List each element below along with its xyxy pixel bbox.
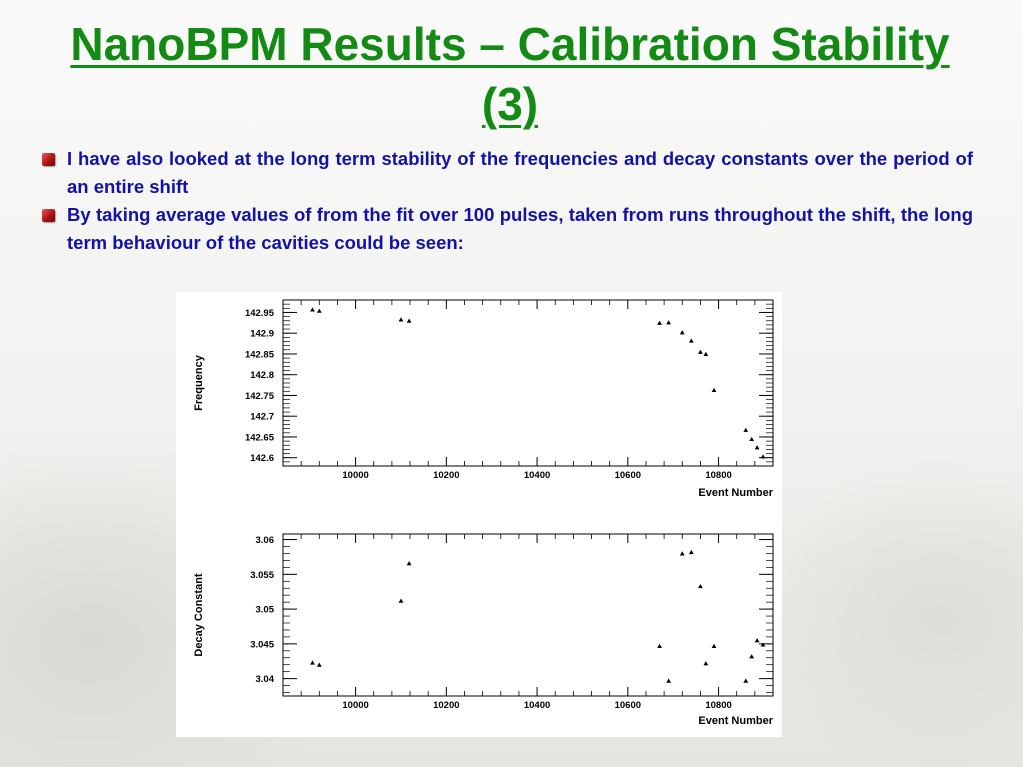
data-point [316,662,322,667]
plot-panel: 10000 10200 10400 10600 10800 142.6 142.65 142.… [176,292,782,737]
data-point [711,387,717,393]
data-point [679,551,685,556]
y-tick-label: 142.85 [245,349,275,360]
data-point [698,583,703,589]
y-tick-label: 142.6 [250,453,274,464]
frequency-plot: 10000 10200 10400 10600 10800 142.6 142.65 142.… [193,299,774,499]
y-tick-label: 142.95 [245,308,275,319]
data-point [754,445,760,450]
data-point [666,320,672,325]
y-tick-label: 142.75 [245,391,275,402]
y-tick-label: 3.06 [256,535,275,546]
x-tick-label: 10600 [615,700,641,711]
y-tick-label: 142.65 [245,432,275,443]
data-point [703,351,709,356]
frequency-y-axis-title: Frequency [193,354,205,411]
bullet-text: By taking average values of from the fit… [67,204,973,253]
data-point [749,436,755,442]
y-tick-label: 142.8 [250,370,274,381]
y-tick-label: 3.04 [256,674,275,685]
x-tick-label: 10800 [705,470,731,481]
frequency-x-axis-title: Event Number [698,487,773,499]
y-tick-label: 3.055 [250,570,274,581]
data-point [666,678,672,683]
x-tick-label: 10000 [342,470,368,481]
bullet-item: By taking average values of from the fit… [40,201,973,257]
data-point [688,338,694,343]
data-point [679,330,685,335]
data-point [743,678,749,683]
bullet-item: I have also looked at the long term stab… [40,145,973,201]
data-point [711,643,717,648]
decay-constant-plot-frame [282,533,774,697]
data-point [760,642,766,647]
data-point [749,654,755,659]
data-point [406,318,412,323]
data-point [406,561,412,566]
x-tick-label: 10600 [615,470,641,481]
data-point [316,308,322,313]
bullet-square-icon [42,209,55,222]
x-tick-label: 10200 [433,700,459,711]
data-point [310,660,315,665]
data-point [703,661,709,666]
frequency-plot-frame [282,299,774,467]
data-point [698,349,703,354]
data-point [310,307,315,312]
decay-constant-y-axis-title: Decay Constant [193,573,205,656]
x-tick-label: 10000 [342,700,368,711]
data-point [657,320,662,325]
bullet-list: I have also looked at the long term stab… [40,145,973,257]
data-point [398,317,404,322]
data-point [743,427,749,432]
y-tick-label: 3.05 [256,605,275,616]
data-point [754,638,760,643]
y-tick-label: 142.9 [250,329,274,340]
x-tick-label: 10800 [705,700,731,711]
x-tick-label: 10400 [524,700,550,711]
data-point [398,598,404,603]
decay-constant-plot: 10000 10200 10400 10600 10800 3.04 3.045 3.05 3.… [193,533,774,727]
charts-svg: 10000 10200 10400 10600 10800 142.6 142.65 142.… [193,299,774,727]
decay-constant-x-axis-title: Event Number [698,715,773,727]
y-tick-label: 142.7 [250,412,274,423]
y-tick-label: 3.045 [250,639,274,650]
slide-title: NanoBPM Results – Calibration Stability … [70,18,950,130]
bullet-square-icon [42,153,55,166]
data-point [760,454,766,459]
data-point [657,643,662,648]
x-tick-label: 10400 [524,470,550,481]
data-point [688,549,694,555]
bullet-text: I have also looked at the long term stab… [67,148,973,197]
x-tick-label: 10200 [433,470,459,481]
